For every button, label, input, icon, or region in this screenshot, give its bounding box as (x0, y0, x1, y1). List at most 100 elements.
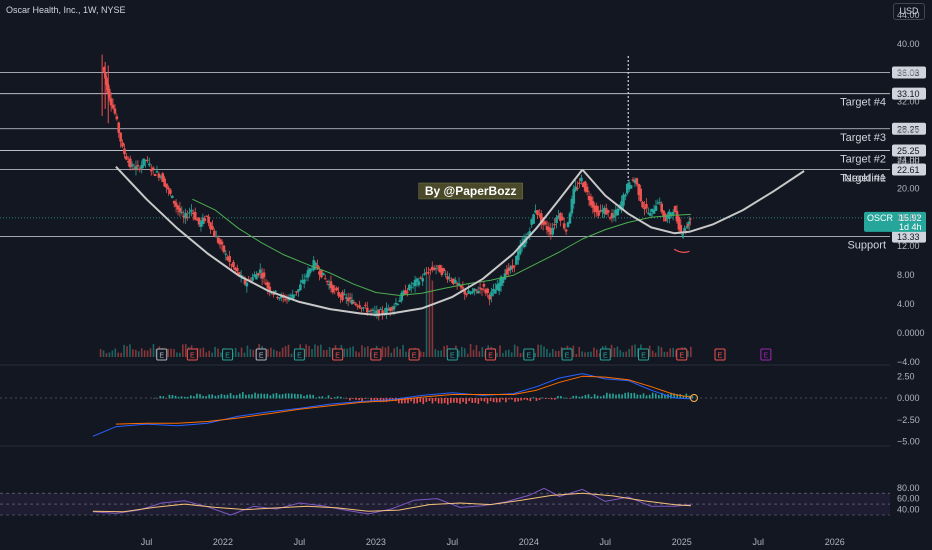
candle-body (400, 292, 403, 301)
macd-histogram-bar (596, 395, 599, 399)
level-price-tag (892, 87, 926, 100)
candle-body (505, 269, 509, 275)
volume-bar (132, 349, 134, 357)
candle-body (234, 267, 237, 270)
volume-bar (343, 348, 346, 357)
macd-histogram-bar (575, 395, 578, 399)
macd-pane: 2.50 0.000 −2.50 −5.00 (0, 371, 920, 447)
candle-body (136, 165, 140, 167)
candle-body (392, 306, 396, 310)
candle-body (683, 227, 686, 231)
candle-body (146, 159, 149, 161)
currency-button[interactable]: USD (893, 3, 925, 20)
pattern-curves: By @PaperBozz (115, 166, 805, 316)
candle-body (105, 77, 108, 85)
volume-bar (355, 351, 357, 357)
volume-bar (305, 344, 307, 357)
candle-body (140, 164, 143, 169)
macd-histogram-bar (645, 395, 648, 399)
earnings-marker-letter: E (641, 353, 646, 360)
volume-bar (105, 353, 108, 357)
volume-bar (308, 346, 310, 357)
time-tick-label: 2022 (213, 537, 233, 547)
earnings-marker (760, 348, 772, 361)
level-label: Target #1 (840, 173, 886, 185)
macd-histogram-bar (477, 398, 480, 404)
volume-bar (502, 352, 504, 357)
macd-histogram-bar (416, 398, 418, 404)
volume-bar (434, 349, 437, 357)
volume-bar (387, 346, 390, 357)
volume-bar (237, 352, 240, 357)
candle-body (106, 83, 109, 94)
macd-histogram-bar (278, 394, 281, 399)
volume-bar (519, 353, 522, 357)
candle-body (127, 160, 130, 163)
candle-body (155, 171, 159, 173)
candle-body (620, 201, 623, 211)
candle-body (169, 189, 172, 194)
volume-bar (135, 349, 137, 357)
macd-histogram-bar (572, 395, 574, 399)
candle-body (677, 217, 681, 230)
volume-bar (463, 348, 466, 357)
candle-body (199, 221, 203, 227)
candle-body (530, 219, 533, 225)
candle-body (318, 271, 321, 275)
macd-histogram-bar (346, 398, 348, 399)
level-label: Target #3 (840, 132, 886, 144)
volume-bar (328, 347, 331, 357)
last-price-countdown: 1d 4h (899, 222, 922, 232)
level-price-tag-text: 36.03 (897, 68, 920, 78)
volume-bar (516, 346, 519, 357)
volume-bar (102, 350, 105, 357)
candle-body (427, 272, 430, 274)
candle-body (603, 207, 606, 214)
macd-histogram-bar (370, 398, 373, 401)
candle-body (625, 183, 629, 194)
macd-histogram-bar (505, 398, 507, 403)
macd-histogram-bar (557, 395, 559, 399)
candle-body (180, 212, 184, 214)
volume-bar (234, 347, 237, 357)
volume-bar (352, 346, 354, 357)
candle-body (220, 241, 224, 245)
earnings-marker-letter: E (764, 353, 769, 360)
macd-histogram-bar (339, 396, 342, 399)
volume-bar (596, 349, 598, 357)
volume-bar (625, 351, 628, 357)
candle-body (274, 290, 277, 293)
candle-body (610, 213, 614, 218)
macd-histogram-bar (272, 393, 275, 399)
macd-histogram-bar (269, 395, 272, 399)
macd-histogram-bar (679, 394, 682, 399)
candle-body (235, 268, 239, 272)
macd-histogram-bar (661, 392, 663, 399)
volume-bar (557, 350, 560, 357)
candle-body (188, 212, 191, 214)
macd-histogram-bar (223, 394, 226, 399)
candle-body (329, 281, 333, 289)
candle-body (536, 210, 539, 215)
candle-body (304, 275, 308, 277)
candle-body (429, 269, 432, 271)
volume-bar (211, 352, 213, 357)
macd-histogram-bar (673, 393, 675, 399)
candle-body (190, 209, 193, 212)
candle-body (385, 307, 388, 314)
macd-histogram-bar (468, 398, 470, 402)
candle-body (557, 215, 560, 218)
earnings-marker-letter: E (412, 353, 417, 360)
volume-bar (657, 345, 660, 357)
candle-body (371, 309, 375, 311)
macd-histogram-bar (443, 398, 446, 404)
volume-bar (472, 349, 475, 357)
volume-bar (613, 347, 616, 357)
macd-histogram-bar (275, 393, 278, 399)
last-price-tag (864, 211, 926, 232)
candle-body (528, 231, 532, 235)
volume-bar (540, 344, 542, 357)
time-tick-label: 2023 (366, 537, 386, 547)
candle-body (664, 214, 667, 222)
